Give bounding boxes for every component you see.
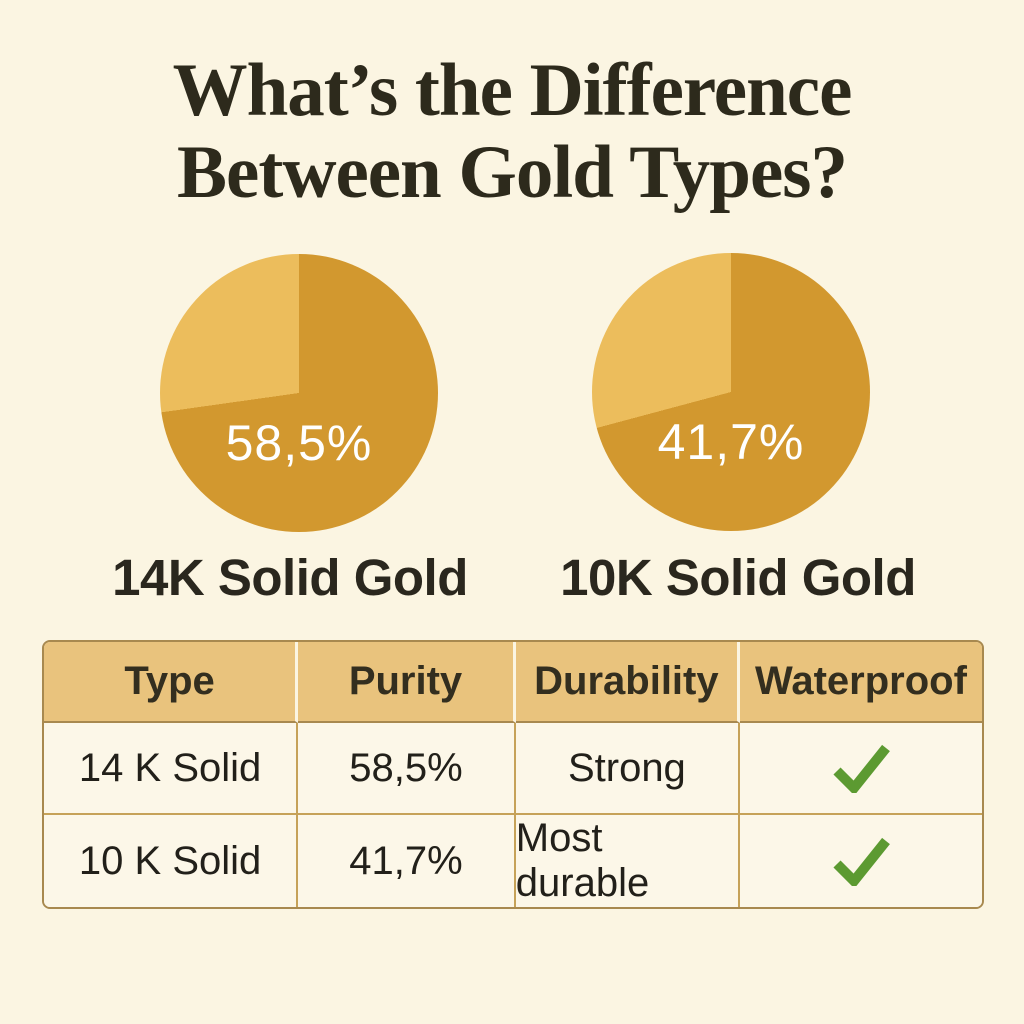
pie-value-10k: 41,7% [657,414,805,470]
table-cell-durability-10k: Most durable [515,815,740,907]
column-header-waterproof: Waterproof [739,642,982,723]
pie-caption-10k: 10K Solid Gold [560,549,916,606]
page-title-line2: Between Gold Types? [177,131,848,214]
table-cell-waterproof-14k [739,723,982,815]
table-cell-purity-10k: 41,7% [298,815,516,907]
page-title: What’s the Difference Between Gold Types… [0,50,1024,214]
pie-caption-14k: 14K Solid Gold [112,549,468,606]
pie-chart-14k: 58,5% [160,254,438,532]
column-header-durability: Durability [515,642,740,723]
table-cell-type-14k: 14 K Solid [44,723,299,815]
pie-chart-10k: 41,7% [592,253,870,531]
table-cell-purity-14k: 58,5% [298,723,516,815]
checkmark-icon [833,744,890,793]
checkmark-icon [833,837,890,886]
page-title-line1: What’s the Difference [172,49,853,132]
table-cell-durability-14k: Strong [515,723,740,815]
comparison-table: Type Purity Durability Waterproof 14 K S… [42,640,984,909]
table-cell-waterproof-10k [739,815,982,907]
pie-value-14k: 58,5% [225,415,373,471]
table-cell-type-10k: 10 K Solid [44,815,299,907]
column-header-purity: Purity [298,642,516,723]
column-header-type: Type [44,642,299,723]
